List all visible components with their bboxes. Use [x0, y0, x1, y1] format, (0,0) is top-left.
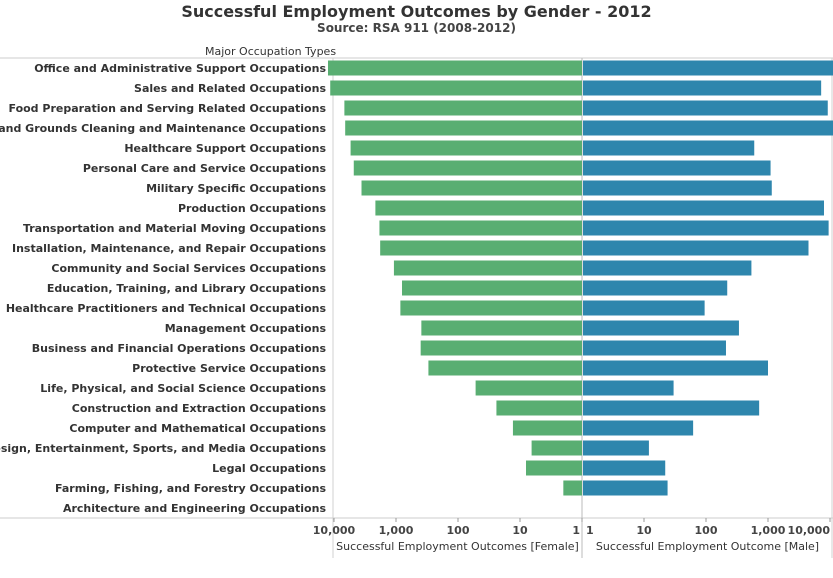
female-bar	[380, 240, 582, 256]
female-bar	[428, 360, 582, 376]
male-bar	[583, 180, 772, 196]
female-bar	[379, 220, 582, 236]
chart-subtitle: Source: RSA 911 (2008-2012)	[317, 21, 516, 35]
female-tick-label: 10,000	[313, 524, 356, 537]
male-bar	[583, 320, 739, 336]
female-tick-label: 1	[572, 524, 580, 537]
category-label: Community and Social Services Occupation…	[51, 262, 326, 275]
male-bar	[583, 460, 666, 476]
category-label: Production Occupations	[178, 202, 326, 215]
female-bar	[531, 440, 582, 456]
female-bar	[345, 120, 582, 136]
female-bar	[393, 260, 582, 276]
female-tick-label: 100	[447, 524, 470, 537]
female-tick-label: 10	[512, 524, 528, 537]
female-bar	[420, 340, 582, 356]
male-tick-label: 1	[586, 524, 594, 537]
female-axis-title: Successful Employment Outcomes [Female]	[336, 540, 579, 553]
female-bar	[344, 100, 582, 116]
female-bar	[353, 160, 582, 176]
male-bar	[583, 300, 705, 316]
category-label: Life, Physical, and Social Science Occup…	[40, 382, 326, 395]
female-bar	[526, 460, 582, 476]
category-label: Installation, Maintenance, and Repair Oc…	[12, 242, 326, 255]
male-axis-title: Successful Employment Outcome [Male]	[596, 540, 819, 553]
category-label: Arts, Design, Entertainment, Sports, and…	[0, 442, 326, 455]
male-bar	[583, 360, 768, 376]
category-label: Food Preparation and Serving Related Occ…	[9, 102, 327, 115]
female-bar	[402, 280, 582, 296]
male-bar	[583, 140, 755, 156]
female-bar	[350, 140, 582, 156]
category-label: Military Specific Occupations	[146, 182, 326, 195]
category-label: Management Occupations	[165, 322, 327, 335]
female-bar	[512, 420, 582, 436]
male-tick-label: 1,000	[751, 524, 786, 537]
female-bar	[421, 320, 582, 336]
male-bar	[583, 120, 833, 136]
male-tick-label: 10	[636, 524, 652, 537]
category-label: Business and Financial Operations Occupa…	[32, 342, 327, 355]
male-bar	[583, 160, 771, 176]
male-bar	[583, 280, 728, 296]
category-label: Healthcare Support Occupations	[124, 142, 326, 155]
category-label: Personal Care and Service Occupations	[83, 162, 327, 175]
female-bar	[375, 200, 582, 216]
category-label: Architecture and Engineering Occupations	[63, 502, 326, 515]
category-label: Healthcare Practitioners and Technical O…	[6, 302, 327, 315]
male-bar	[583, 420, 694, 436]
category-label: Office and Administrative Support Occupa…	[34, 62, 326, 75]
female-bar	[400, 300, 582, 316]
category-label: Education, Training, and Library Occupat…	[47, 282, 327, 295]
category-label: Computer and Mathematical Occupations	[69, 422, 326, 435]
category-label: Building and Grounds Cleaning and Mainte…	[0, 122, 326, 135]
male-bar	[583, 220, 829, 236]
category-label: Legal Occupations	[212, 462, 326, 475]
female-bar	[361, 180, 582, 196]
female-bar	[330, 80, 582, 96]
chart-title: Successful Employment Outcomes by Gender…	[181, 2, 652, 21]
female-bar	[563, 480, 582, 496]
category-label: Construction and Extraction Occupations	[72, 402, 327, 415]
female-bar	[475, 380, 582, 396]
category-label: Transportation and Material Moving Occup…	[23, 222, 326, 235]
male-bar	[583, 340, 726, 356]
category-label: Farming, Fishing, and Forestry Occupatio…	[55, 482, 326, 495]
female-tick-label: 1,000	[379, 524, 414, 537]
male-bar	[583, 260, 752, 276]
male-bar	[583, 480, 668, 496]
male-bar	[583, 60, 833, 76]
female-bar	[496, 400, 582, 416]
male-bar	[583, 80, 822, 96]
male-tick-label: 100	[695, 524, 718, 537]
female-bar	[327, 60, 582, 76]
category-label: Protective Service Occupations	[132, 362, 326, 375]
male-bar	[583, 400, 760, 416]
male-bar	[583, 240, 809, 256]
male-tick-label: 10,000	[788, 524, 831, 537]
male-bar	[583, 200, 824, 216]
male-bar	[583, 380, 674, 396]
category-label: Sales and Related Occupations	[134, 82, 326, 95]
male-bar	[583, 100, 828, 116]
row-header-label: Major Occupation Types	[205, 45, 337, 58]
male-bar	[583, 440, 649, 456]
